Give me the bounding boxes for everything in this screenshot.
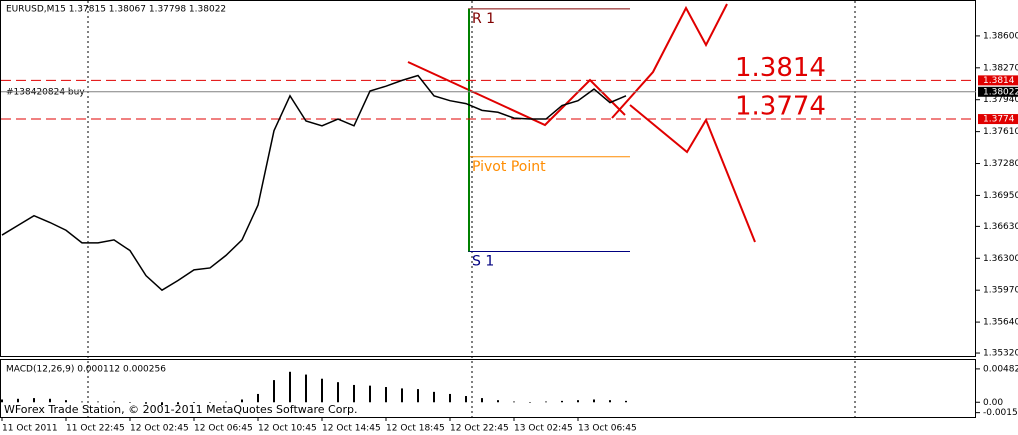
footer: WForex Trade Station, © 2001-2011 MetaQu…	[4, 403, 357, 416]
macd-bar	[161, 402, 163, 406]
macd-bar	[49, 398, 51, 403]
macd-bar	[113, 401, 115, 403]
macd-bar	[481, 398, 483, 403]
x-tick-label: 12 Oct 02:45	[130, 424, 189, 434]
macd-bar	[625, 400, 627, 403]
macd-title: MACD(12,26,9) 0.000112 0.000256	[6, 365, 166, 375]
price-flag	[978, 75, 1018, 86]
macd-bar	[401, 388, 403, 403]
macd-bar	[257, 393, 259, 403]
macd-panel	[0, 359, 976, 418]
x-tick-label: 13 Oct 02:45	[514, 424, 573, 434]
x-tick-label: 12 Oct 14:45	[322, 424, 381, 434]
y-tick-label: 1.35970	[983, 286, 1018, 296]
price-annotation: 1.3814	[735, 53, 826, 83]
x-tick-label: 13 Oct 06:45	[578, 424, 637, 434]
macd-y-tick-label: -0.0015	[983, 408, 1018, 418]
y-tick-label: 1.35320	[983, 349, 1018, 359]
pivot-label: R 1	[472, 11, 495, 27]
macd-bar	[145, 402, 147, 404]
macd-bar	[321, 378, 323, 403]
macd-bar	[65, 400, 67, 403]
pivot-label: Pivot Point	[472, 159, 546, 175]
x-tick-label: 12 Oct 10:45	[258, 424, 317, 434]
macd-bar	[289, 371, 291, 403]
macd-bar	[177, 402, 179, 405]
macd-bar	[433, 391, 435, 403]
y-tick-label: 1.37610	[983, 127, 1018, 137]
macd-bar	[305, 374, 307, 403]
price-flag	[978, 114, 1018, 125]
y-tick-label: 1.38270	[983, 63, 1018, 73]
y-tick-label: 1.37280	[983, 159, 1018, 169]
price-flag-label: 1.3814	[983, 76, 1015, 86]
y-tick-label: 1.36300	[983, 254, 1018, 264]
macd-bar	[353, 384, 355, 403]
separators	[87, 1, 856, 417]
macd-bar	[129, 402, 131, 403]
order-label: #138420824 buy	[6, 88, 85, 98]
macd-bar	[225, 401, 227, 403]
macd-bar	[609, 400, 611, 403]
macd-bar	[17, 398, 19, 403]
macd-bar	[33, 398, 35, 403]
macd-bar	[593, 399, 595, 403]
macd-bar	[513, 401, 515, 403]
y-tick-label: 1.38600	[983, 31, 1018, 41]
y-tick-label: 1.35640	[983, 318, 1018, 328]
current-price-flag	[978, 86, 1018, 97]
macd-y-tick-label: 0.00	[983, 398, 1003, 408]
y-tick-label: 1.37940	[983, 95, 1018, 105]
macd-bar	[273, 380, 275, 403]
macd-bar	[241, 399, 243, 403]
price-annotation: 1.3774	[735, 92, 826, 122]
price-flag-label: 1.3774	[983, 115, 1015, 125]
macd-bar	[545, 401, 547, 403]
x-tick-label: 11 Oct 2011	[2, 424, 58, 434]
macd-y-tick-label: 0.00482	[983, 364, 1018, 374]
x-tick-label: 12 Oct 22:45	[450, 424, 509, 434]
x-tick-label: 12 Oct 18:45	[386, 424, 445, 434]
current-price-label: 1.38022	[983, 87, 1018, 97]
projection-down	[629, 104, 756, 243]
macd-bar	[465, 396, 467, 403]
pivot-label: S 1	[472, 254, 494, 270]
trend-drawing	[407, 61, 626, 127]
macd-bar	[385, 387, 387, 403]
macd-bar	[417, 389, 419, 403]
macd-bar	[81, 401, 83, 403]
macd-bar	[209, 402, 211, 403]
chart-title: EURUSD,M15 1.37815 1.38067 1.37798 1.380…	[6, 5, 226, 15]
macd-bar	[1, 399, 3, 403]
macd-bar	[369, 385, 371, 403]
macd-bar	[577, 400, 579, 403]
projection-up	[611, 3, 728, 119]
price-line-series	[1, 74, 627, 292]
macd-bar	[97, 401, 99, 403]
y-tick-label: 1.36630	[983, 222, 1018, 232]
x-tick-label: 11 Oct 22:45	[66, 424, 125, 434]
macd-bar	[337, 382, 339, 403]
price-panel	[0, 0, 976, 357]
macd-bar	[193, 402, 195, 403]
macd-bar	[449, 393, 451, 403]
x-tick-label: 12 Oct 06:45	[194, 424, 253, 434]
macd-bar	[561, 400, 563, 403]
macd-bar	[529, 402, 531, 403]
y-tick-label: 1.36950	[983, 191, 1018, 201]
macd-bar	[497, 400, 499, 403]
